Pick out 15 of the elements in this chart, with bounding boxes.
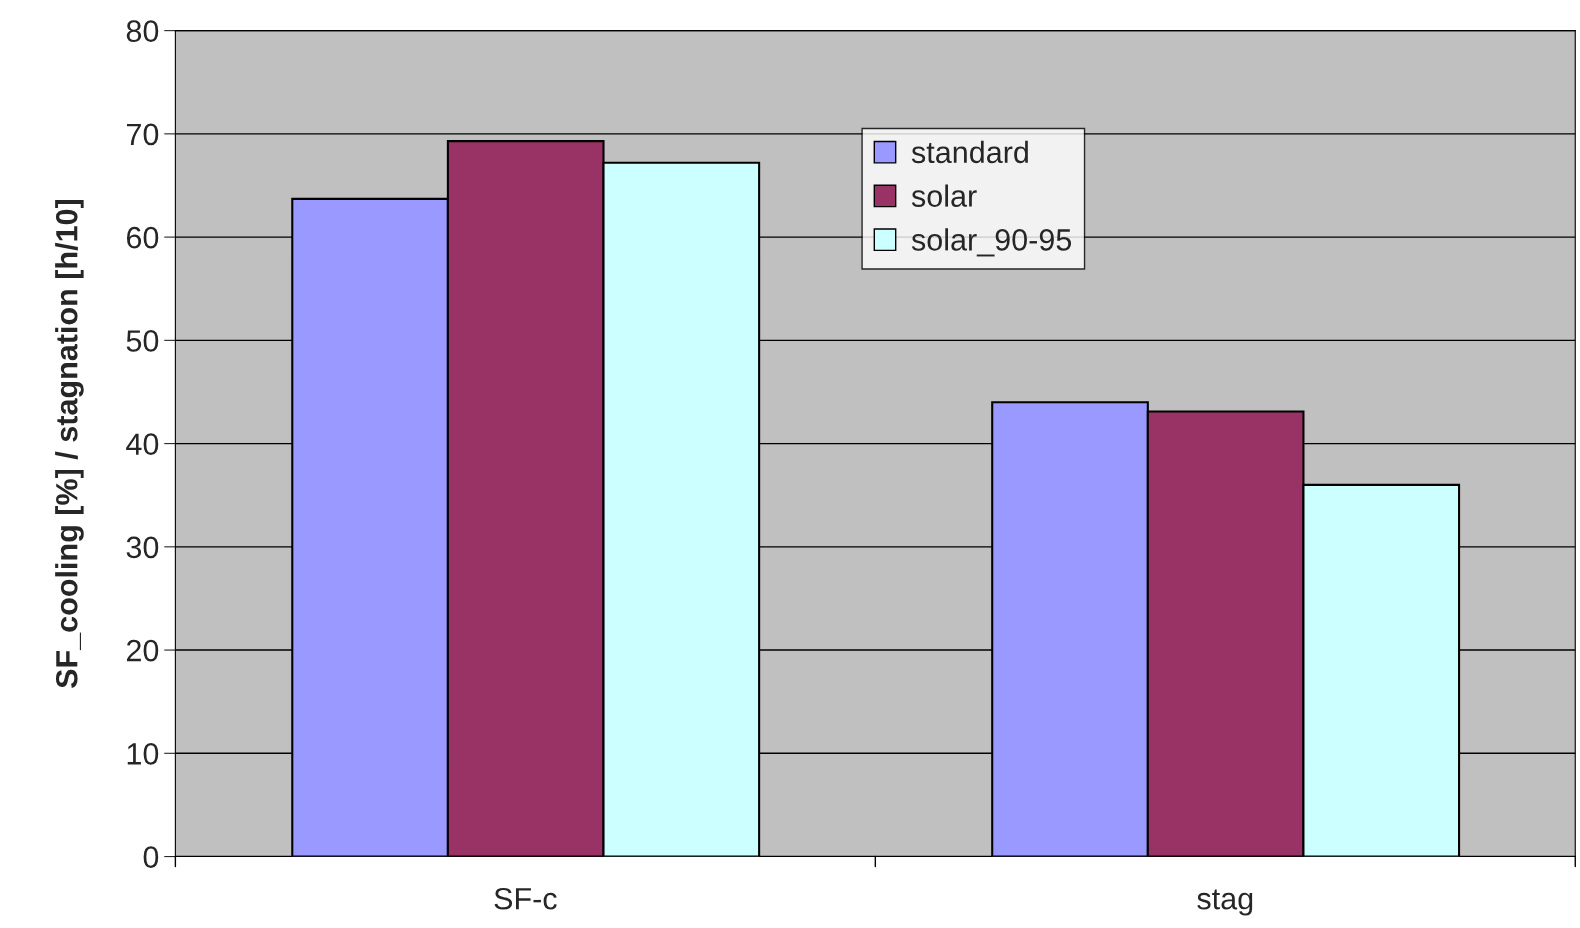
y-tick-label: 10 <box>127 743 159 765</box>
y-tick-label: 50 <box>126 330 159 352</box>
legend-label: solar_90-95 <box>911 228 1072 257</box>
y-tick-label: 0 <box>143 846 159 868</box>
y-axis-title: SF_cooling [%] / stagnation [h/10] <box>55 199 84 688</box>
y-tick-label: 80 <box>126 20 159 42</box>
y-tick-label: 60 <box>126 226 159 249</box>
x-tick-label: SF-c <box>494 887 557 910</box>
y-tick-label: 70 <box>126 123 159 146</box>
legend-label: standard <box>911 140 1028 164</box>
y-tick-label: 30 <box>126 536 159 559</box>
y-tick-label: 20 <box>126 639 159 662</box>
legend-label: solar <box>911 184 977 207</box>
x-tick-label: stag <box>1197 889 1253 916</box>
y-tick-label: 40 <box>126 433 159 455</box>
